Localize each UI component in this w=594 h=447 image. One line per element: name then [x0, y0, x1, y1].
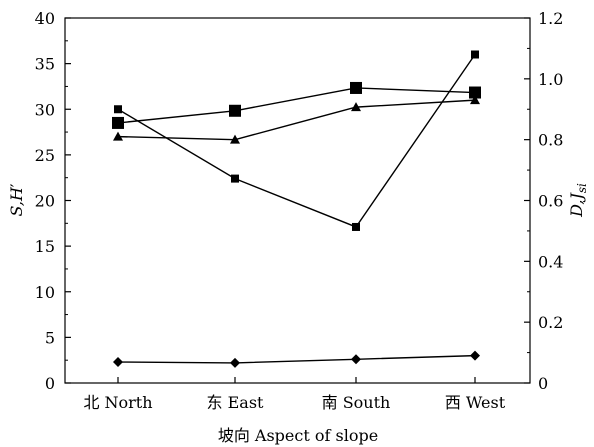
labels: 坡向 Aspect of slope S,H′ D,Jsi: [7, 183, 589, 445]
x-tick-label: 西 West: [445, 393, 506, 412]
y-right-tick-label: 0.8: [538, 131, 563, 150]
data-point-large-square: [469, 86, 481, 99]
y-left-tick-label: 40: [35, 9, 55, 28]
data-point-large-square: [229, 104, 241, 117]
y-axis-left-title-main: S,H: [7, 186, 26, 216]
y-axis-right-title-sub: si: [575, 183, 589, 193]
y-left-tick-label: 10: [35, 283, 55, 302]
data-point-large-square: [112, 116, 124, 129]
y-left-tick-label: 5: [45, 328, 55, 347]
data-point-triangle: [470, 95, 480, 105]
y-axis-right-title-main: D,J: [567, 192, 586, 218]
y-left-tick-label: 25: [35, 146, 55, 165]
y-left-tick-label: 30: [35, 100, 55, 119]
y-right-tick-label: 0.2: [538, 313, 563, 332]
data-point-diamond: [470, 350, 480, 361]
series-line-4: [117, 354, 476, 364]
y-left-tick-label: 0: [45, 374, 55, 393]
data-point-diamond: [113, 357, 123, 368]
x-tick-label: 东 East: [207, 393, 265, 412]
data-point-diamond: [351, 354, 361, 365]
y-right-tick-label: 1.0: [538, 70, 563, 89]
data-point-triangle: [230, 134, 240, 144]
y-axis-left-title-prime: ′: [7, 183, 26, 187]
x-tick-label: 南 South: [322, 393, 391, 412]
data-point-small-square: [114, 105, 122, 114]
y-left-tick-label: 35: [35, 55, 55, 74]
y-right-tick-label: 0: [538, 374, 548, 393]
y-axis-left-title: S,H′: [7, 183, 26, 216]
data-point-small-square: [352, 222, 360, 231]
y-axis-right-title: D,Jsi: [567, 183, 589, 218]
series-line-1: [117, 54, 476, 228]
axes: 0 5 10 15 20 25 30 35 40 0 0.2 0.4 0.6 0.8 1.0 1.2 北 Nor…: [35, 9, 564, 412]
y-left-tick-label: 20: [35, 192, 55, 211]
y-right-tick-label: 0.6: [538, 192, 563, 211]
series-line-2: [117, 87, 476, 124]
y-left-tick-label: 15: [35, 237, 55, 256]
series-group: [112, 50, 481, 368]
data-point-triangle: [351, 102, 361, 112]
data-point-small-square: [471, 50, 479, 59]
x-tick-label: 北 North: [83, 393, 152, 412]
data-point-triangle: [113, 131, 123, 141]
x-axis-title: 坡向 Aspect of slope: [218, 426, 378, 445]
data-point-diamond: [230, 357, 240, 368]
y-right-tick-label: 0.4: [538, 252, 563, 271]
data-point-large-square: [350, 81, 362, 94]
series-line-3: [117, 99, 476, 141]
plot-frame: [64, 17, 531, 384]
y-right-tick-label: 1.2: [538, 9, 563, 28]
data-point-small-square: [231, 174, 239, 183]
